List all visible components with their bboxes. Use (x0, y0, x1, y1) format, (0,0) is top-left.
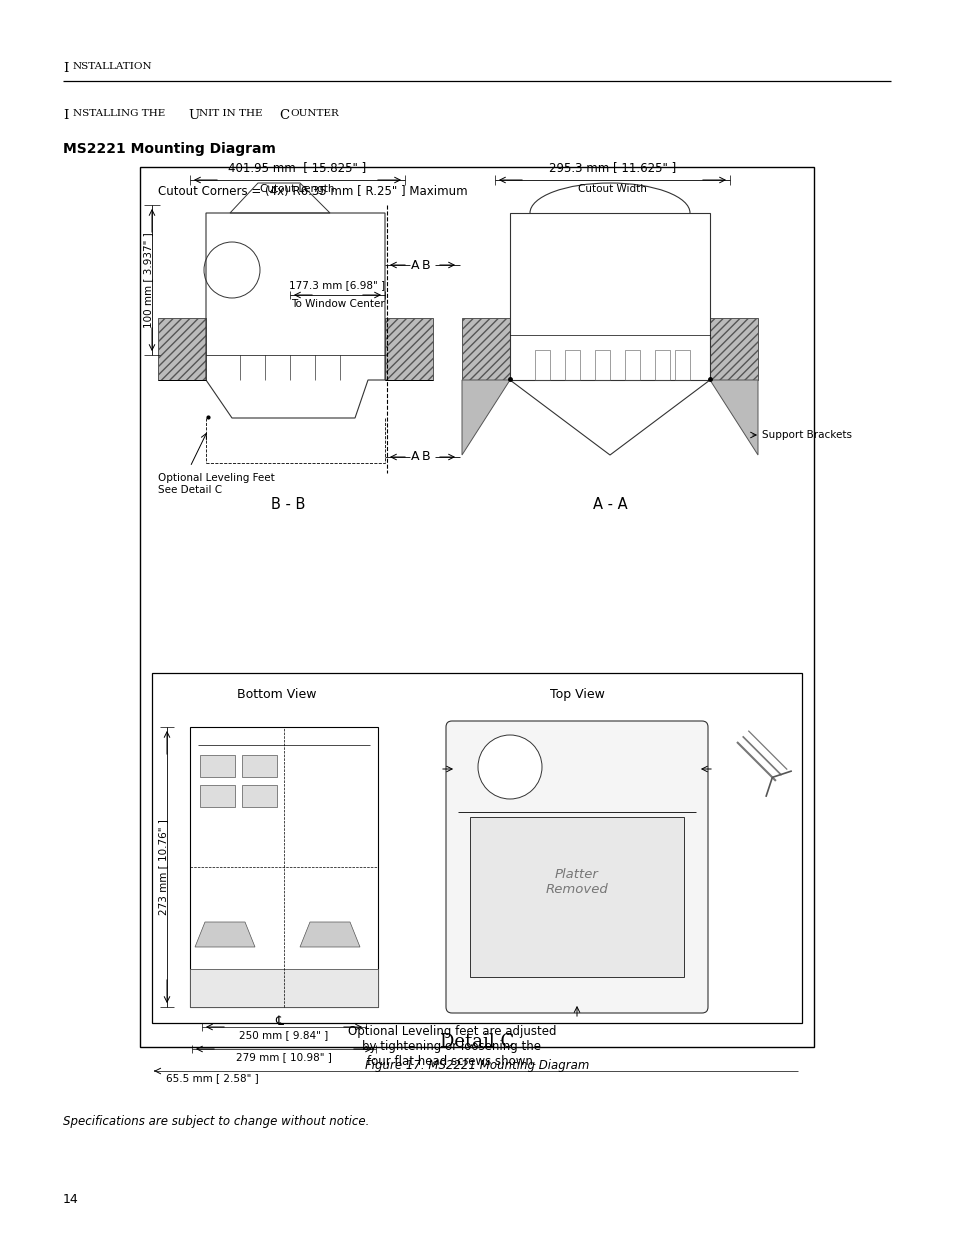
Bar (200, 785, 234, 806)
Text: NIT IN THE: NIT IN THE (199, 109, 266, 119)
Text: A: A (411, 451, 419, 463)
Text: B: B (421, 258, 430, 272)
Text: I: I (63, 62, 69, 75)
Text: Specifications are subject to change without notice.: Specifications are subject to change wit… (63, 1115, 369, 1128)
Text: 100 mm [ 3.937" ]: 100 mm [ 3.937" ] (143, 232, 152, 327)
Text: 279 mm [ 10.98" ]: 279 mm [ 10.98" ] (235, 1052, 332, 1062)
Text: NSTALLING THE: NSTALLING THE (73, 109, 169, 119)
Text: Platter
Removed: Platter Removed (545, 868, 608, 897)
Text: Support Brackets: Support Brackets (761, 430, 851, 440)
Text: I: I (63, 109, 69, 122)
Text: Cutout Width: Cutout Width (578, 184, 646, 194)
Text: A - A: A - A (592, 496, 627, 513)
Bar (158, 317, 206, 380)
Text: Figure 17. MS2221 Mounting Diagram: Figure 17. MS2221 Mounting Diagram (364, 1058, 589, 1072)
Text: U: U (188, 109, 199, 122)
Bar (461, 317, 510, 380)
Text: Optional Leveling feet are adjusted
by tightening or loosening the
four flat hea: Optional Leveling feet are adjusted by t… (348, 1025, 556, 1068)
Polygon shape (194, 923, 254, 947)
Text: 401.95 mm  [ 15.825" ]: 401.95 mm [ 15.825" ] (228, 161, 366, 174)
Text: OUNTER: OUNTER (290, 109, 338, 119)
Text: Detail C: Detail C (439, 1032, 514, 1051)
Text: 250 mm [ 9.84" ]: 250 mm [ 9.84" ] (239, 1030, 328, 1040)
Bar (140, 167, 813, 1047)
Bar (200, 755, 234, 777)
Bar (470, 818, 683, 977)
Bar (242, 785, 276, 806)
Bar (655, 350, 669, 380)
Text: Optional Leveling Feet
See Detail C: Optional Leveling Feet See Detail C (158, 473, 274, 494)
Text: 177.3 mm [6.98" ]: 177.3 mm [6.98" ] (289, 280, 385, 290)
Bar (190, 727, 377, 1007)
Text: Bottom View: Bottom View (237, 688, 316, 701)
Text: To Window Center: To Window Center (291, 299, 384, 309)
Bar (385, 317, 433, 380)
Bar (535, 350, 550, 380)
Text: 65.5 mm [ 2.58" ]: 65.5 mm [ 2.58" ] (166, 1073, 258, 1083)
Bar (595, 350, 609, 380)
FancyBboxPatch shape (446, 721, 707, 1013)
Bar (152, 673, 801, 1023)
Bar (564, 350, 579, 380)
Text: NSTALLATION: NSTALLATION (73, 62, 152, 70)
Bar (624, 350, 639, 380)
Text: Cutout Length: Cutout Length (260, 184, 335, 194)
Text: Top View: Top View (549, 688, 604, 701)
Bar (242, 755, 276, 777)
Polygon shape (461, 380, 510, 454)
Polygon shape (299, 923, 359, 947)
Text: 273 mm [ 10.76" ]: 273 mm [ 10.76" ] (158, 819, 168, 915)
Text: C: C (278, 109, 289, 122)
Text: Cutout Corners = (4x) R6.35 mm [ R.25" ] Maximum: Cutout Corners = (4x) R6.35 mm [ R.25" ]… (158, 185, 467, 198)
Text: 295.3 mm [ 11.625" ]: 295.3 mm [ 11.625" ] (548, 161, 676, 174)
Text: MS2221 Mounting Diagram: MS2221 Mounting Diagram (63, 142, 275, 156)
Text: A: A (411, 258, 419, 272)
Text: 14: 14 (63, 1193, 79, 1207)
Text: B: B (421, 451, 430, 463)
Bar (190, 969, 377, 1007)
Circle shape (477, 735, 541, 799)
Text: ℄: ℄ (274, 1015, 283, 1028)
Bar (675, 350, 689, 380)
Polygon shape (709, 380, 758, 454)
Bar (709, 317, 758, 380)
Text: B - B: B - B (271, 496, 305, 513)
